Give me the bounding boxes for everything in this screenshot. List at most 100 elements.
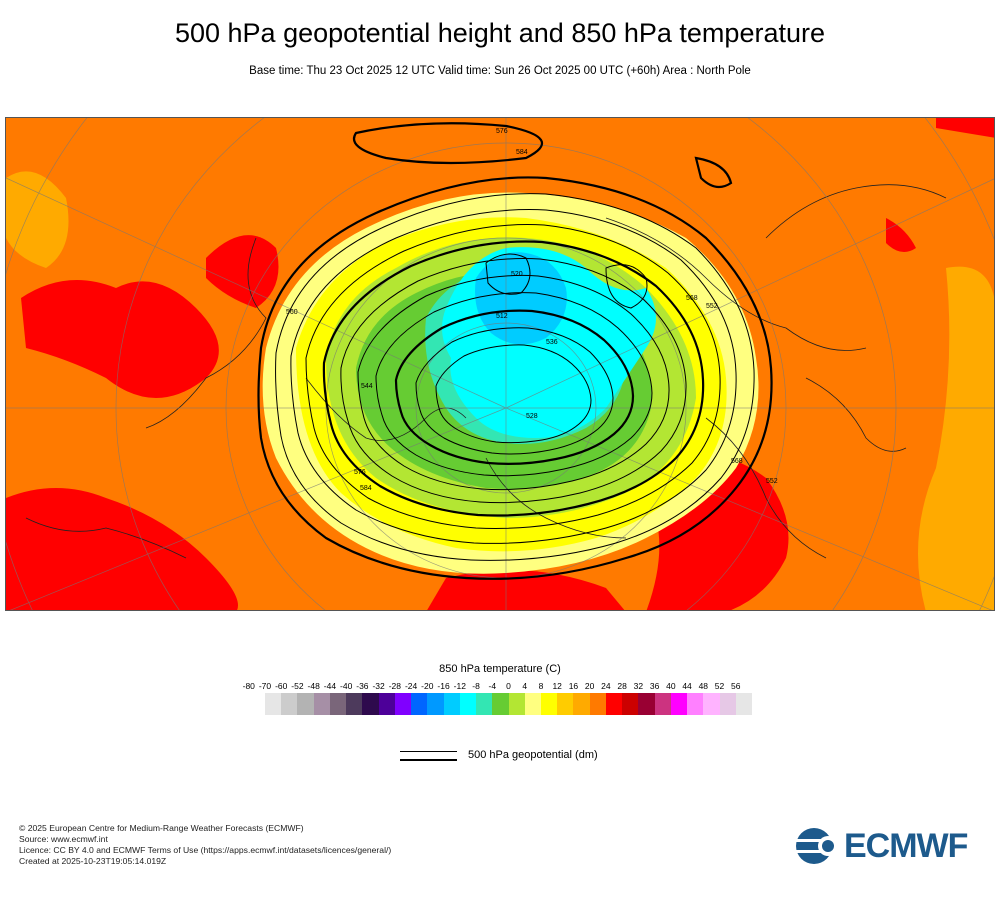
legend-swatch — [654, 693, 671, 715]
contour-label: 576 — [354, 469, 366, 476]
north-pole-map: 576 584 568 552 536 520 512 528 544 560 … — [5, 117, 995, 611]
coastlines — [25, 184, 947, 559]
mild-regions — [6, 171, 994, 610]
legend-tick-label: 8 — [538, 681, 544, 691]
legend-tick-label: -32 — [372, 681, 385, 691]
contour-label: 584 — [360, 485, 372, 492]
copyright-footer: © 2025 European Centre for Medium-Range … — [19, 823, 391, 867]
legend-swatch — [589, 693, 606, 715]
temperature-color-bar — [265, 693, 753, 715]
contour-labels: 576 584 568 552 536 520 512 528 544 560 … — [286, 128, 778, 492]
legend-tick-label: 52 — [714, 681, 725, 691]
legend-tick-label: -28 — [388, 681, 402, 691]
legend-swatch — [605, 693, 623, 715]
legend-swatch — [573, 693, 590, 715]
hot-regions — [6, 118, 994, 610]
contour-label: 560 — [286, 309, 298, 316]
legend-swatch — [346, 693, 363, 715]
legend-swatch — [492, 693, 509, 715]
legend-swatch — [735, 693, 753, 715]
legend-tick-label: -70 — [258, 681, 272, 691]
chart-subtitle: Base time: Thu 23 Oct 2025 12 UTC Valid … — [249, 65, 751, 77]
legend-tick-label: 0 — [506, 681, 511, 691]
geopotential-legend-label: 500 hPa geopotential (dm) — [468, 749, 598, 761]
legend-tick-label: 32 — [633, 681, 644, 691]
legend-tick-label: 48 — [698, 681, 709, 691]
legend-swatch — [508, 693, 525, 715]
legend-swatch — [459, 693, 477, 715]
legend-swatch — [622, 693, 639, 715]
contour-label: 528 — [526, 413, 538, 420]
legend-swatch — [265, 693, 282, 715]
legend-swatch — [411, 693, 428, 715]
contour-label: 520 — [511, 271, 523, 278]
legend-tick-label: -12 — [453, 681, 466, 691]
legend-tick-label: 40 — [666, 681, 676, 691]
legend-swatch — [394, 693, 412, 715]
legend-tick-label: 56 — [731, 681, 741, 691]
chart-title: 500 hPa geopotential height and 850 hPa … — [174, 18, 825, 48]
legend-tick-label: -4 — [488, 681, 497, 691]
legend-tick-label: -44 — [323, 681, 337, 691]
legend-swatch — [476, 693, 493, 715]
contour-label: 584 — [516, 149, 528, 156]
legend-swatch — [687, 693, 704, 715]
legend-swatch — [443, 693, 460, 715]
graticule — [6, 118, 994, 610]
created-line: Created at 2025-10-23T19:05:14.019Z — [19, 856, 167, 866]
legend-tick-label: 12 — [552, 681, 562, 691]
legend-tick-label: 20 — [584, 681, 595, 691]
legend-tick-label: -60 — [275, 681, 288, 691]
legend-tick-label: -36 — [356, 681, 369, 691]
legend-swatch — [540, 693, 558, 715]
legend-swatch — [378, 693, 395, 715]
cold-blue-zone — [475, 252, 567, 345]
contour-label: 552 — [766, 478, 778, 485]
legend-tick-label: -24 — [404, 681, 418, 691]
legend-tick-label: 24 — [601, 681, 611, 691]
legend-swatch — [670, 693, 688, 715]
contour-label: 576 — [496, 128, 508, 135]
legend-tick-label: 28 — [617, 681, 627, 691]
legend-swatch — [524, 693, 541, 715]
geopotential-contours — [257, 122, 773, 580]
map-canvas: 576 584 568 552 536 520 512 528 544 560 … — [6, 118, 994, 610]
legend-tick-label: -40 — [340, 681, 353, 691]
temperature-legend-ticks: -80 -70 -60 -52 -48 -44 -40 -36 -32 -28 -24 -20 -16-… — [0, 681, 1000, 693]
contour-label: 552 — [706, 303, 718, 310]
legend-swatch — [427, 693, 444, 715]
legend-tick-label: 4 — [522, 681, 528, 691]
legend-swatch — [703, 693, 720, 715]
contour-label: 568 — [731, 458, 743, 465]
thin-contour-line-sample — [400, 751, 457, 752]
legend-swatch — [313, 693, 330, 715]
legend-swatch — [297, 693, 314, 715]
geopotential-legend: 500 hPa geopotential (dm) — [400, 748, 700, 766]
thick-contour-line-sample — [400, 759, 457, 761]
legend-swatch — [329, 693, 347, 715]
copyright-line: © 2025 European Centre for Medium-Range … — [19, 823, 304, 833]
legend-swatch — [281, 693, 298, 715]
legend-tick-label: -20 — [421, 681, 434, 691]
temperature-legend-title: 850 hPa temperature (C) — [439, 663, 561, 675]
contour-label: 568 — [686, 295, 698, 302]
legend-tick-label: -52 — [291, 681, 304, 691]
ecmwf-logo-text: ECMWF — [844, 827, 968, 865]
legend-tick-label: -48 — [307, 681, 320, 691]
contour-label: 544 — [361, 383, 373, 390]
legend-tick-label: -8 — [472, 681, 480, 691]
legend-tick-label: -80 — [242, 681, 255, 691]
legend-tick-label: 16 — [568, 681, 579, 691]
source-line: Source: www.ecmwf.int — [19, 834, 108, 844]
ecmwf-logo: ECMWF — [794, 826, 984, 866]
legend-swatch — [557, 693, 574, 715]
legend-swatch — [362, 693, 379, 715]
contour-label: 536 — [546, 339, 558, 346]
legend-tick-label: 36 — [649, 681, 660, 691]
legend-swatch — [719, 693, 736, 715]
legend-tick-label: -16 — [437, 681, 450, 691]
licence-line: Licence: CC BY 4.0 and ECMWF Terms of Us… — [19, 845, 392, 855]
contour-label: 512 — [496, 313, 508, 320]
ecmwf-logo-icon — [794, 828, 842, 864]
legend-tick-label: 44 — [682, 681, 692, 691]
